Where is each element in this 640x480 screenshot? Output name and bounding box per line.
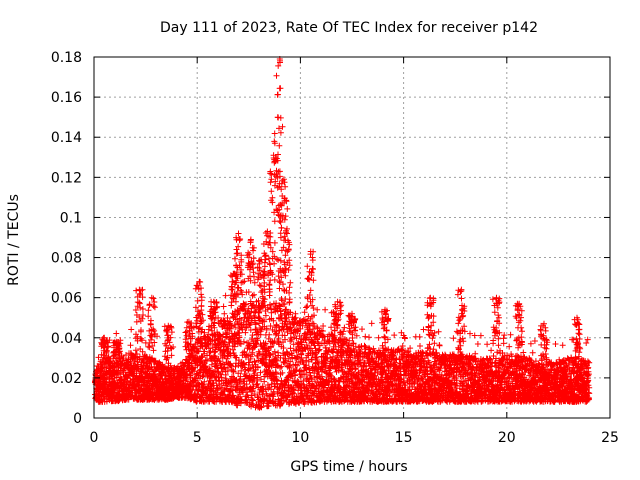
x-tick-label: 10 (291, 430, 309, 446)
y-tick-label: 0.18 (51, 50, 82, 66)
points-layer (92, 56, 593, 411)
data-points-p142 (92, 56, 593, 411)
y-tick-label: 0.16 (51, 90, 82, 106)
y-tick-label: 0.12 (51, 170, 82, 186)
y-tick-label: 0.1 (60, 210, 82, 226)
y-axis-label: ROTI / TECUs (6, 194, 22, 286)
y-tick-label: 0.04 (51, 331, 82, 347)
y-tick-label: 0.06 (51, 291, 82, 307)
plot-frame (93, 56, 611, 419)
x-tick-label: 5 (193, 430, 202, 446)
x-tick-label: 20 (498, 430, 516, 446)
x-tick-label: 15 (395, 430, 413, 446)
y-tick-label: 0.08 (51, 251, 82, 267)
y-tick-label: 0.02 (51, 371, 82, 387)
y-tick-label: 0 (73, 411, 82, 427)
y-tick-label: 0.14 (51, 130, 82, 146)
ticks-layer: 0 5 10 15 20 25 0 0.02 0.04 0.06 0.08 0.1 0.12 0.14 0.… (51, 50, 619, 446)
x-axis-label: GPS time / hours (290, 459, 407, 475)
chart-title: Day 111 of 2023, Rate Of TEC Index for r… (160, 20, 538, 36)
x-tick-label: 25 (601, 430, 619, 446)
x-tick-label: 0 (90, 430, 99, 446)
